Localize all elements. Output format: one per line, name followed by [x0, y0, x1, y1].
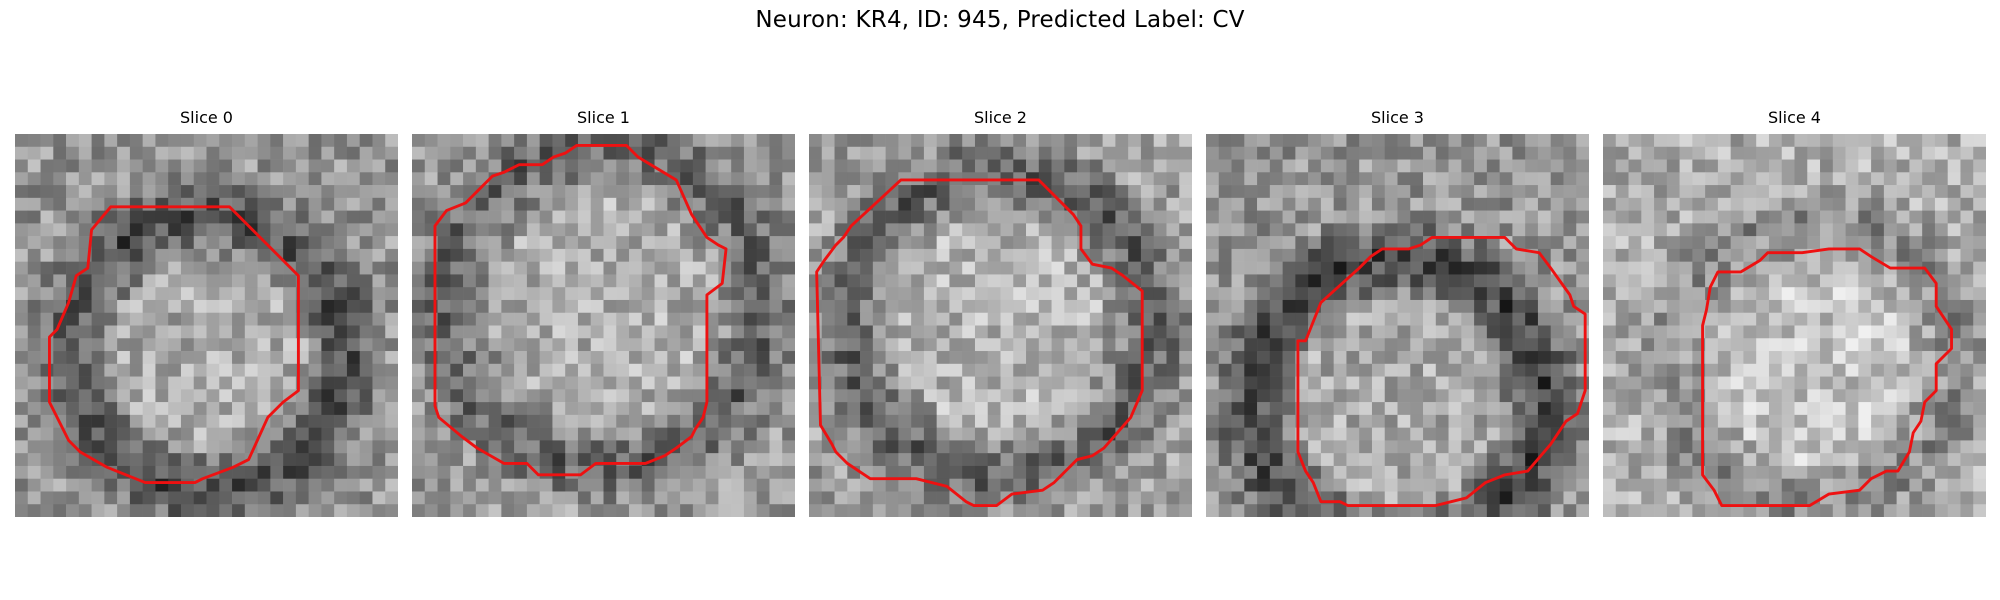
- slice-image: [15, 134, 398, 517]
- contour-outline: [433, 144, 728, 477]
- slice-image: [412, 134, 795, 517]
- slice-image: [1206, 134, 1589, 517]
- slice-title: Slice 1: [577, 108, 630, 127]
- figure-title: Neuron: KR4, ID: 945, Predicted Label: C…: [755, 7, 1245, 33]
- contour-outline: [1296, 235, 1587, 507]
- slice-title: Slice 2: [974, 108, 1027, 127]
- contour-outline: [1701, 247, 1953, 507]
- slice-title: Slice 0: [180, 108, 233, 127]
- slice-title: Slice 3: [1371, 108, 1424, 127]
- slice-image: [809, 134, 1192, 517]
- contour-outline: [48, 205, 300, 484]
- slice-title: Slice 4: [1768, 108, 1821, 127]
- slice-image: [1603, 134, 1986, 517]
- contour-outline: [815, 178, 1144, 507]
